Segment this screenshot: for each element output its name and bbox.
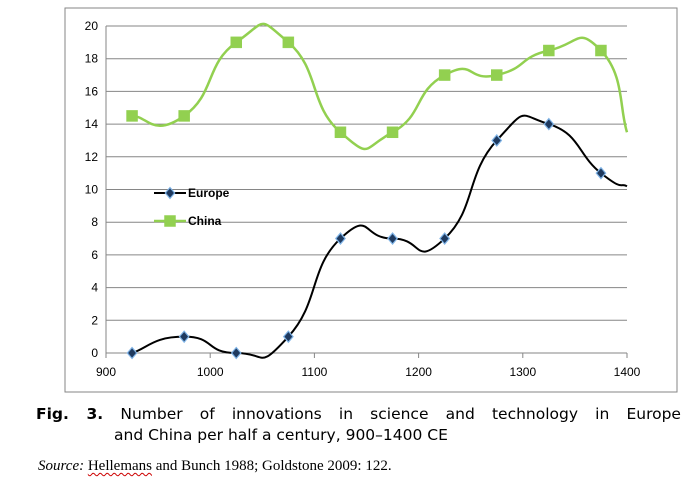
caption-text-1: Number of innovations in science and tec…	[120, 405, 681, 423]
europe-legend-label: Europe	[188, 186, 230, 200]
china-data-point	[543, 44, 555, 57]
x-tick-label: 1400	[614, 365, 641, 379]
europe-data-point	[282, 330, 294, 344]
caption-text-2: and China per half a century, 900–1400 C…	[114, 426, 448, 444]
china-data-point	[126, 110, 138, 122]
x-tick-label: 1300	[509, 365, 536, 379]
chart-border	[64, 7, 678, 393]
china-data-point	[438, 69, 451, 81]
line-chart: 0 2 4 6 8 10 12 14 16 18 20 900 1000 1100 1200 1300 1400…	[64, 7, 678, 393]
europe-legend-marker	[164, 186, 176, 200]
x-tick-label: 1200	[405, 365, 432, 379]
china-data-point	[334, 126, 347, 139]
china-data-point	[386, 126, 399, 139]
caption-line-1: Fig. 3. Number of innovations in science…	[36, 404, 681, 425]
europe-data-point	[491, 134, 503, 147]
y-tick-label: 8	[91, 215, 98, 229]
source-author: Hellemans	[87, 458, 152, 474]
y-tick-label: 18	[85, 52, 99, 66]
europe-data-point	[439, 232, 451, 245]
source-citation: Source: Hellemans and Bunch 1988; Goldst…	[38, 458, 392, 475]
europe-data-point	[595, 166, 607, 180]
y-tick-label: 6	[91, 248, 98, 262]
europe-data-point	[387, 232, 399, 245]
y-tick-label: 0	[91, 346, 98, 360]
source-label: Source:	[38, 458, 85, 474]
y-tick-label: 20	[85, 19, 99, 33]
source-rest: and Bunch 1988; Goldstone 2009: 122.	[152, 458, 392, 474]
y-tick-label: 12	[85, 150, 99, 164]
europe-data-point	[543, 117, 555, 131]
figure-label: Fig. 3.	[36, 405, 104, 423]
china-data-point	[230, 36, 242, 49]
china-data-point	[595, 44, 607, 57]
y-tick-label: 16	[85, 84, 99, 98]
china-data-point	[491, 69, 503, 81]
x-tick-label: 1100	[301, 365, 327, 379]
y-tick-label: 10	[85, 183, 99, 197]
x-tick-label: 900	[96, 365, 116, 379]
y-tick-label: 2	[91, 313, 98, 327]
chart-area: 0 2 4 6 8 10 12 14 16 18 20 900 1000 1100 1200 1300 1400…	[64, 7, 678, 393]
china-legend-label: China	[188, 214, 222, 228]
y-tick-label: 14	[85, 117, 99, 131]
europe-data-point	[178, 330, 190, 344]
europe-data-point	[230, 346, 242, 360]
figure-caption: Fig. 3. Number of innovations in science…	[36, 404, 681, 446]
y-tick-label: 4	[91, 281, 98, 295]
europe-data-point	[126, 346, 138, 360]
europe-data-point	[334, 232, 346, 245]
china-data-point	[282, 36, 295, 49]
china-legend-marker	[164, 215, 176, 227]
china-data-point	[178, 110, 190, 122]
x-tick-label: 1000	[197, 365, 224, 379]
